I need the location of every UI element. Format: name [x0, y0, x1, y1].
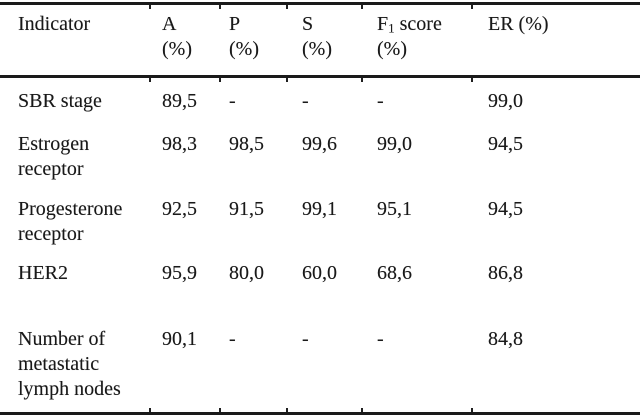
- error-rate-cell: 99,0: [488, 90, 523, 112]
- accuracy-cell: 92,5: [162, 198, 197, 220]
- sensitivity-cell: 60,0: [302, 262, 337, 284]
- sensitivity-cell: -: [302, 328, 309, 350]
- header-label: Indicator: [18, 13, 91, 35]
- header-label: A: [162, 13, 177, 35]
- indicator-cell: Number of metastatic lymph nodes: [18, 328, 121, 400]
- column-tick: [286, 78, 288, 82]
- f1-score-cell: 99,0: [377, 133, 412, 155]
- column-tick: [471, 5, 473, 9]
- table-row: Progesterone receptor 92,5 91,5 99,1 95,…: [0, 197, 640, 247]
- column-tick: [149, 5, 151, 9]
- column-tick: [219, 78, 221, 82]
- table-row: Estrogen receptor 98,3 98,5 99,6 99,0 94…: [0, 132, 640, 182]
- header-unit: (%): [162, 38, 192, 60]
- indicator-cell: HER2: [18, 262, 68, 284]
- header-sensitivity: S (%): [287, 12, 362, 62]
- accuracy-cell: 95,9: [162, 262, 197, 284]
- indicator-cell: Progesterone receptor: [18, 198, 123, 245]
- indicator-cell: SBR stage: [18, 90, 102, 112]
- accuracy-cell: 90,1: [162, 328, 197, 350]
- column-tick: [361, 5, 363, 9]
- header-label: F1 score: [377, 12, 472, 37]
- header-label: ER (%): [488, 13, 549, 35]
- error-rate-cell: 94,5: [488, 198, 523, 220]
- precision-cell: 98,5: [229, 133, 264, 155]
- header-unit: (%): [302, 38, 332, 60]
- table-bottom-rule: [0, 408, 640, 415]
- table-row: HER2 95,9 80,0 60,0 68,6 86,8: [0, 261, 640, 286]
- f1-score-cell: -: [377, 328, 384, 350]
- column-tick: [149, 408, 151, 412]
- header-error-rate: ER (%): [472, 12, 640, 62]
- table-header-rule: [0, 75, 640, 82]
- accuracy-cell: 89,5: [162, 90, 197, 112]
- header-precision: P (%): [220, 12, 287, 62]
- sensitivity-cell: 99,1: [302, 198, 337, 220]
- header-unit: (%): [229, 38, 259, 60]
- column-tick: [286, 408, 288, 412]
- error-rate-cell: 94,5: [488, 133, 523, 155]
- sensitivity-cell: -: [302, 90, 309, 112]
- header-f1-score: F1 score (%): [362, 12, 472, 62]
- column-tick: [219, 5, 221, 9]
- column-tick: [471, 78, 473, 82]
- precision-cell: -: [229, 90, 236, 112]
- header-unit: (%): [377, 38, 407, 60]
- table-row: Number of metastatic lymph nodes 90,1 - …: [0, 327, 640, 402]
- header-indicator: Indicator: [0, 12, 150, 62]
- header-label: S: [302, 13, 314, 35]
- sensitivity-cell: 99,6: [302, 133, 337, 155]
- f1-score-cell: -: [377, 90, 384, 112]
- precision-cell: 80,0: [229, 262, 264, 284]
- column-tick: [286, 5, 288, 9]
- column-tick: [149, 78, 151, 82]
- error-rate-cell: 84,8: [488, 328, 523, 350]
- column-tick: [361, 78, 363, 82]
- f1-letter: F: [377, 13, 389, 35]
- f1-subscript: 1: [388, 20, 395, 36]
- f1-score-cell: 95,1: [377, 198, 412, 220]
- column-tick: [471, 408, 473, 412]
- table-header-row: Indicator A (%) P (%) S (%) F1 score (%)…: [0, 12, 640, 62]
- header-label: P: [229, 13, 241, 35]
- table-row: SBR stage 89,5 - - - 99,0: [0, 89, 640, 114]
- accuracy-cell: 98,3: [162, 133, 197, 155]
- f1-score-cell: 68,6: [377, 262, 412, 284]
- error-rate-cell: 86,8: [488, 262, 523, 284]
- column-tick: [361, 408, 363, 412]
- precision-cell: -: [229, 328, 236, 350]
- table-top-rule: [0, 2, 640, 9]
- column-tick: [219, 408, 221, 412]
- header-accuracy: A (%): [150, 12, 220, 62]
- indicator-cell: Estrogen receptor: [18, 133, 90, 180]
- f1-rest: score: [394, 13, 442, 35]
- precision-cell: 91,5: [229, 198, 264, 220]
